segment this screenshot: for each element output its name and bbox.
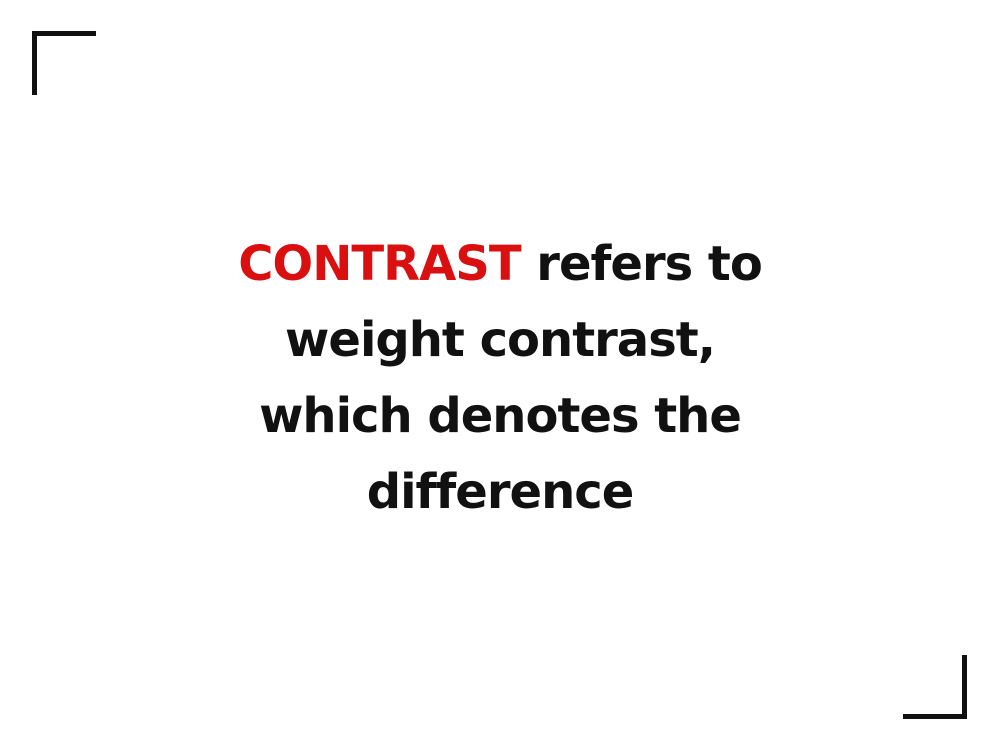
headline-line-3: which denotes the [259,388,742,444]
headline-line-2: weight contrast, [285,312,716,368]
headline-line-4: difference [366,464,635,520]
headline: CONTRAST refers to weight contrast, whic… [200,226,800,530]
corner-bracket-bottom-right [903,655,967,719]
corner-bracket-top-left [32,31,96,95]
headline-line-1-rest: refers to [520,236,763,292]
headline-line-1: CONTRAST refers to [200,226,800,302]
accent-word: CONTRAST [238,236,521,292]
